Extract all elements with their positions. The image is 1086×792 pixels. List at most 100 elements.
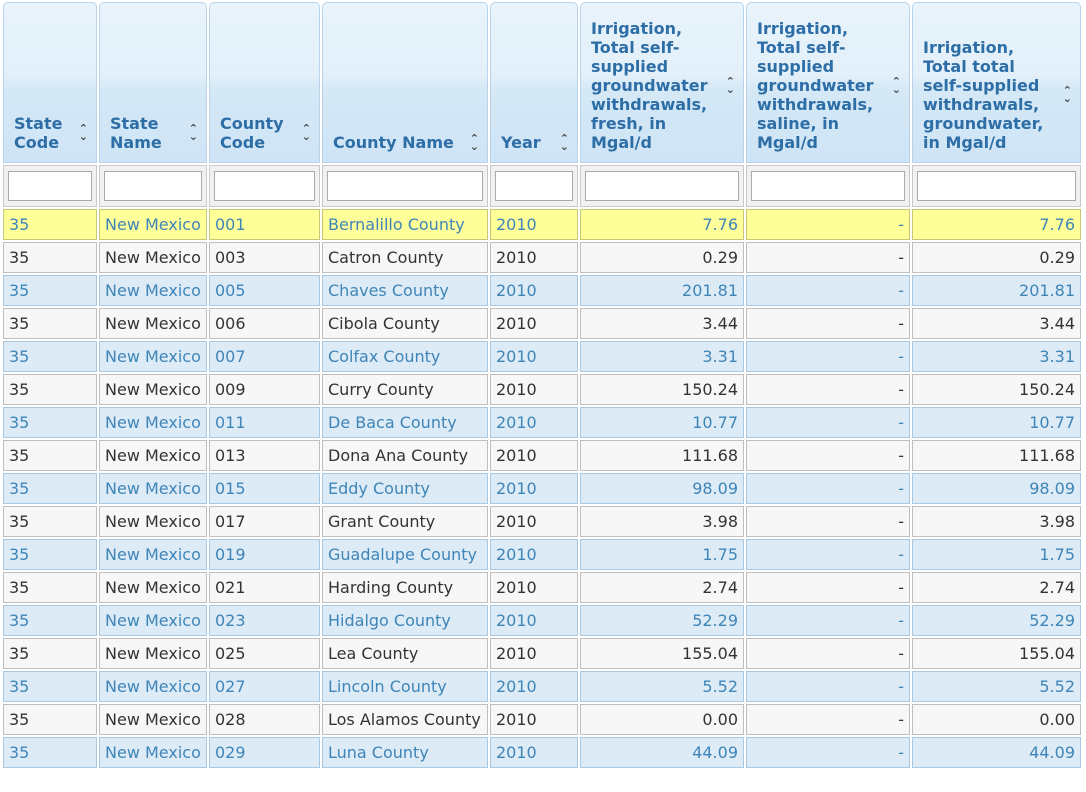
cell-state-code: 35 <box>3 341 97 372</box>
filter-input-state-name[interactable] <box>104 171 202 201</box>
cell-saline: - <box>746 737 910 768</box>
table-row[interactable]: 35 New Mexico 029 Luna County 2010 44.09-44.0… <box>3 737 1081 768</box>
cell-county-code: 028 <box>209 704 320 735</box>
cell-county-code: 009 <box>209 374 320 405</box>
cell-fresh: 0.29 <box>580 242 744 273</box>
table-row[interactable]: 35 New Mexico 011 De Baca County 2010 10.77-1… <box>3 407 1081 438</box>
table-row[interactable]: 35 New Mexico 006 Cibola County 2010 3.44-3.4… <box>3 308 1081 339</box>
filter-input-year[interactable] <box>495 171 573 201</box>
cell-year: 2010 <box>490 374 578 405</box>
filter-cell <box>209 165 320 207</box>
cell-total: 111.68 <box>912 440 1081 471</box>
column-header-saline[interactable]: Irrigation, Total self-supplied groundwa… <box>746 2 910 163</box>
cell-total: 5.52 <box>912 671 1081 702</box>
table-row[interactable]: 35 New Mexico 017 Grant County 2010 3.98-3.98 <box>3 506 1081 537</box>
cell-county-code: 005 <box>209 275 320 306</box>
sort-updown-icon[interactable]: ⌃ ⌄ <box>891 74 901 96</box>
filter-input-fresh[interactable] <box>585 171 739 201</box>
cell-fresh: 3.98 <box>580 506 744 537</box>
cell-year: 2010 <box>490 275 578 306</box>
column-header-state-name[interactable]: State Name ⌃ ⌄ <box>99 2 207 163</box>
table-row[interactable]: 35 New Mexico 019 Guadalupe County 2010 1.75-… <box>3 539 1081 570</box>
column-header-label: Irrigation, Total self-supplied groundwa… <box>757 19 874 152</box>
cell-total: 3.44 <box>912 308 1081 339</box>
table-row[interactable]: 35 New Mexico 025 Lea County 2010 155.04-155.… <box>3 638 1081 669</box>
sort-updown-icon[interactable]: ⌃ ⌄ <box>188 122 198 143</box>
table-row[interactable]: 35 New Mexico 005 Chaves County 2010 201.81-2… <box>3 275 1081 306</box>
table-row[interactable]: 35 New Mexico 009 Curry County 2010 150.24-15… <box>3 374 1081 405</box>
cell-county-name: Guadalupe County <box>322 539 488 570</box>
cell-county-name: De Baca County <box>322 407 488 438</box>
table-row[interactable]: 35 New Mexico 001 Bernalillo County 2010 7.76… <box>3 209 1081 240</box>
table-row[interactable]: 35 New Mexico 013 Dona Ana County 2010 111.68… <box>3 440 1081 471</box>
sort-updown-icon[interactable]: ⌃ ⌄ <box>1062 84 1072 105</box>
cell-state-code: 35 <box>3 671 97 702</box>
cell-year: 2010 <box>490 638 578 669</box>
cell-state-name: New Mexico <box>99 341 207 372</box>
sort-updown-icon[interactable]: ⌃ ⌄ <box>725 74 735 96</box>
column-header-label: County Name <box>333 133 454 152</box>
cell-saline: - <box>746 440 910 471</box>
filter-input-county-code[interactable] <box>214 171 315 201</box>
cell-year: 2010 <box>490 605 578 636</box>
cell-county-name: Harding County <box>322 572 488 603</box>
table-row[interactable]: 35 New Mexico 007 Colfax County 2010 3.31-3.3… <box>3 341 1081 372</box>
cell-county-code: 007 <box>209 341 320 372</box>
column-header-label: County Code <box>220 114 284 152</box>
cell-saline: - <box>746 605 910 636</box>
cell-fresh: 98.09 <box>580 473 744 504</box>
table-row[interactable]: 35 New Mexico 027 Lincoln County 2010 5.52-5.… <box>3 671 1081 702</box>
cell-county-code: 019 <box>209 539 320 570</box>
cell-total: 98.09 <box>912 473 1081 504</box>
cell-fresh: 150.24 <box>580 374 744 405</box>
cell-saline: - <box>746 209 910 240</box>
column-header-label: Year <box>501 133 541 152</box>
filter-cell <box>99 165 207 207</box>
filter-cell <box>490 165 578 207</box>
sort-updown-icon[interactable]: ⌃ ⌄ <box>559 131 569 153</box>
filter-input-saline[interactable] <box>751 171 905 201</box>
cell-saline: - <box>746 473 910 504</box>
filter-input-total[interactable] <box>917 171 1076 201</box>
table-body: 35 New Mexico 001 Bernalillo County 2010 7.76… <box>3 209 1081 768</box>
filter-cell <box>322 165 488 207</box>
cell-state-code: 35 <box>3 407 97 438</box>
cell-fresh: 0.00 <box>580 704 744 735</box>
cell-county-code: 027 <box>209 671 320 702</box>
cell-fresh: 201.81 <box>580 275 744 306</box>
cell-county-code: 023 <box>209 605 320 636</box>
filter-input-state-code[interactable] <box>8 171 92 201</box>
sort-updown-icon[interactable]: ⌃ ⌄ <box>469 131 479 153</box>
cell-county-name: Grant County <box>322 506 488 537</box>
column-header-state-code[interactable]: State Code ⌃ ⌄ <box>3 2 97 163</box>
cell-total: 1.75 <box>912 539 1081 570</box>
column-header-year[interactable]: Year ⌃ ⌄ <box>490 2 578 163</box>
table-row[interactable]: 35 New Mexico 023 Hidalgo County 2010 52.29-5… <box>3 605 1081 636</box>
cell-saline: - <box>746 671 910 702</box>
column-header-county-name[interactable]: County Name ⌃ ⌄ <box>322 2 488 163</box>
cell-state-name: New Mexico <box>99 671 207 702</box>
table-row[interactable]: 35 New Mexico 003 Catron County 2010 0.29-0.2… <box>3 242 1081 273</box>
cell-county-name: Curry County <box>322 374 488 405</box>
sort-updown-icon[interactable]: ⌃ ⌄ <box>301 122 311 143</box>
column-header-county-code[interactable]: County Code ⌃ ⌄ <box>209 2 320 163</box>
cell-state-name: New Mexico <box>99 539 207 570</box>
cell-fresh: 3.44 <box>580 308 744 339</box>
table-row[interactable]: 35 New Mexico 021 Harding County 2010 2.74-2.… <box>3 572 1081 603</box>
column-header-total[interactable]: Irrigation, Total total self-supplied wi… <box>912 2 1081 163</box>
column-header-label: Irrigation, Total self-supplied groundwa… <box>591 19 708 152</box>
filter-input-county-name[interactable] <box>327 171 483 201</box>
table-row[interactable]: 35 New Mexico 015 Eddy County 2010 98.09-98.0… <box>3 473 1081 504</box>
cell-county-name: Lea County <box>322 638 488 669</box>
cell-state-name: New Mexico <box>99 407 207 438</box>
column-header-fresh[interactable]: Irrigation, Total self-supplied groundwa… <box>580 2 744 163</box>
table-row[interactable]: 35 New Mexico 028 Los Alamos County 2010 0.00… <box>3 704 1081 735</box>
cell-year: 2010 <box>490 209 578 240</box>
cell-year: 2010 <box>490 308 578 339</box>
cell-state-code: 35 <box>3 209 97 240</box>
cell-county-code: 001 <box>209 209 320 240</box>
cell-state-name: New Mexico <box>99 704 207 735</box>
cell-fresh: 2.74 <box>580 572 744 603</box>
sort-updown-icon[interactable]: ⌃ ⌄ <box>78 122 88 143</box>
cell-state-name: New Mexico <box>99 275 207 306</box>
